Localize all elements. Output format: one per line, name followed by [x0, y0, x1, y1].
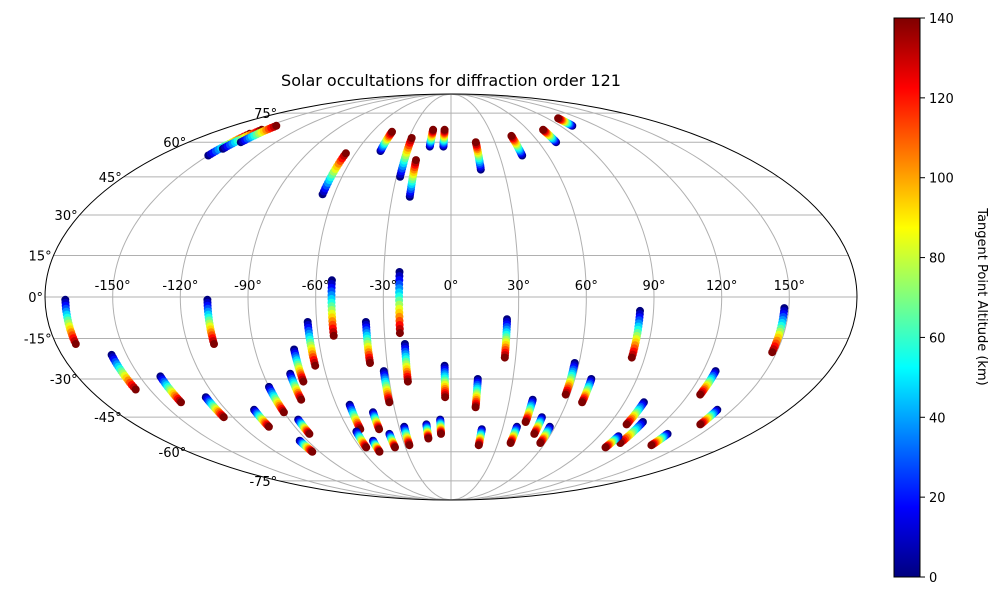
occultation-point — [412, 156, 420, 165]
lat-tick-label: -15° — [24, 333, 52, 348]
occultation-point — [219, 413, 228, 422]
chart-title: Solar occultations for diffraction order… — [281, 71, 621, 90]
occultation-point — [530, 429, 539, 438]
lon-tick-label: -120° — [162, 279, 198, 294]
colorbar-tick-label: 40 — [929, 411, 946, 426]
occultation-point — [385, 398, 394, 407]
latitude-tick-labels: 75° 60° 45° 30° 15° 0° -15° -30° -45° -60° -75° — [24, 107, 277, 490]
occultation-point — [471, 403, 480, 412]
colorbar-ticks: 0 20 40 60 80 100 120 140 — [920, 12, 954, 586]
occultation-point — [407, 134, 416, 142]
lon-tick-label: -150° — [95, 279, 131, 294]
occultation-point — [308, 447, 317, 456]
lon-tick-label: 30° — [507, 279, 530, 294]
occultation-point — [375, 425, 384, 434]
occultation-point — [622, 420, 631, 429]
colorbar-label: Tangent Point Altitude (km) — [974, 207, 989, 385]
lat-tick-label: 60° — [163, 136, 186, 151]
longitude-tick-labels: -150° -120° -90° -60° -30° 0° 30° 60° 90° 120° 150… — [95, 279, 805, 294]
occultation-point — [362, 443, 371, 452]
map-boundary — [44, 93, 858, 501]
occultation-point — [177, 398, 185, 407]
occultation-point — [210, 340, 218, 348]
occultation-point — [536, 439, 545, 447]
occultation-point — [305, 429, 314, 438]
occultation-point — [388, 127, 396, 136]
occultation-point — [437, 429, 445, 438]
occultation-point — [391, 443, 399, 452]
occultation-point — [506, 439, 515, 447]
lat-tick-label: -75° — [249, 475, 277, 490]
occultation-point — [299, 377, 308, 386]
occultation-point — [329, 331, 338, 340]
occultation-point — [561, 390, 570, 399]
lon-tick-label: 90° — [642, 279, 665, 294]
lon-tick-label: -30° — [369, 279, 397, 294]
occultation-point — [647, 441, 656, 450]
occultation-point — [696, 390, 705, 399]
occultation-point — [539, 125, 548, 134]
lat-tick-label: -45° — [94, 411, 122, 426]
occultation-point — [311, 361, 320, 370]
lon-tick-label: 150° — [774, 279, 805, 294]
colorbar-tick-label: 60 — [929, 331, 946, 346]
lon-tick-label: -90° — [234, 279, 262, 294]
colorbar-gradient — [893, 17, 921, 578]
lat-tick-label: -60° — [159, 446, 187, 461]
occultation-point — [471, 138, 480, 147]
colorbar-tick-label: 100 — [929, 172, 954, 187]
occultation-point — [403, 377, 412, 386]
occultation-point — [375, 447, 384, 456]
lon-tick-label: -60° — [302, 279, 330, 294]
occultation-point — [440, 125, 449, 134]
lat-tick-label: -30° — [50, 373, 78, 388]
lon-tick-label: 120° — [706, 279, 737, 294]
occultation-point — [768, 348, 777, 357]
occultation-point — [578, 398, 587, 407]
occultation-point — [554, 114, 563, 123]
occultation-point — [341, 149, 350, 158]
colorbar: 0 20 40 60 80 100 120 140 Tangent Point Altitud… — [893, 12, 989, 586]
occultation-point — [521, 418, 530, 426]
lon-tick-label: 60° — [575, 279, 598, 294]
occultation-point — [405, 441, 414, 450]
lat-tick-label: 45° — [99, 171, 122, 186]
occultation-point — [507, 131, 516, 140]
occultation-point — [601, 443, 610, 452]
lat-tick-label: 0° — [28, 291, 43, 306]
colorbar-tick-label: 0 — [929, 571, 937, 586]
occultation-point — [441, 393, 450, 402]
occultation-point — [395, 329, 404, 338]
lat-tick-label: 75° — [254, 107, 277, 122]
occultation-point — [71, 340, 80, 348]
occultation-point — [696, 420, 705, 429]
occultation-point — [474, 441, 483, 450]
occultation-point — [297, 395, 306, 404]
colorbar-tick-label: 20 — [929, 491, 946, 506]
occultation-point — [264, 422, 273, 431]
lon-tick-label: 0° — [444, 279, 459, 294]
colorbar-tick-label: 140 — [929, 12, 954, 27]
occultation-point — [366, 359, 374, 367]
occultation-point — [131, 385, 140, 394]
occultation-point — [500, 353, 509, 362]
colorbar-tick-label: 120 — [929, 92, 954, 107]
occultation-tracks — [61, 114, 789, 456]
occultation-point — [627, 353, 636, 362]
occultation-point — [424, 434, 433, 443]
occultation-point — [272, 121, 281, 130]
graticule — [45, 93, 857, 501]
occultation-point — [429, 125, 438, 134]
colorbar-tick-label: 80 — [929, 252, 946, 267]
lat-tick-label: 15° — [29, 249, 52, 264]
occultation-point — [279, 408, 288, 417]
lat-tick-label: 30° — [55, 209, 78, 224]
